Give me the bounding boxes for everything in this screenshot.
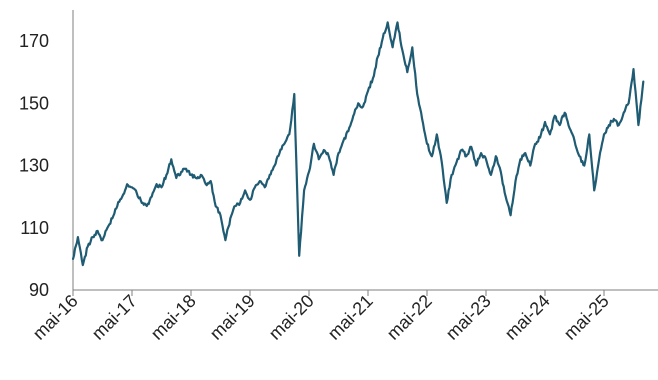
y-tick-label: 170 (19, 31, 49, 51)
x-tick-label: mai-21 (324, 291, 377, 344)
x-tick-label: mai-23 (442, 291, 495, 344)
x-tick-label: mai-17 (88, 291, 141, 344)
x-tick-label: mai-18 (147, 291, 200, 344)
series-line (71, 21, 645, 267)
x-tick-label: mai-19 (206, 291, 259, 344)
x-tick-label: mai-25 (560, 291, 613, 344)
x-tick-label: mai-24 (501, 291, 554, 344)
x-tick-label: mai-20 (265, 291, 318, 344)
y-tick-label: 110 (20, 218, 49, 238)
y-tick-label: 130 (19, 156, 49, 176)
x-axis: mai-16 mai-17 mai-18 mai-19 mai-20 mai-21 mai-… (29, 289, 658, 344)
x-tick-label: mai-22 (383, 291, 436, 344)
y-tick-label: 150 (19, 93, 49, 113)
y-tick-label: 90 (29, 280, 49, 300)
y-axis: 90 110 130 150 170 (19, 10, 74, 300)
series-layer (71, 21, 645, 267)
